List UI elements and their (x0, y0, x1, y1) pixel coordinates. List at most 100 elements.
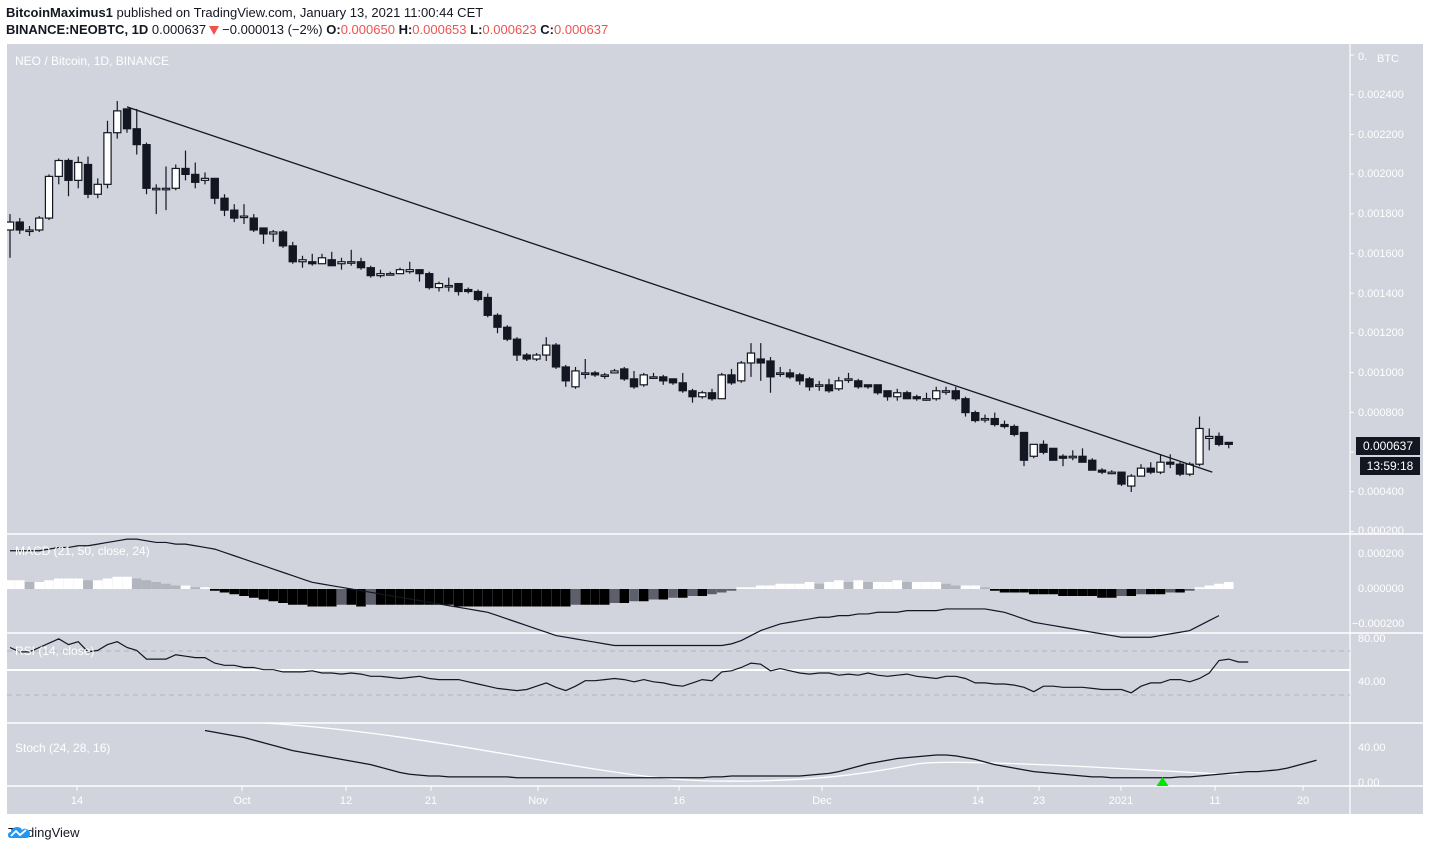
last-price-tag: 0.000637 (1356, 437, 1420, 455)
price-tick: 0.001200 (1358, 327, 1404, 339)
candle (122, 108, 132, 133)
price-tick: 0.002000 (1358, 168, 1404, 180)
macd-histogram-bar (83, 580, 93, 589)
descending-trendline[interactable] (126, 106, 1213, 473)
rsi-line (9, 638, 1249, 694)
macd-histogram-bar (590, 589, 600, 605)
price-tick: 0.001400 (1358, 288, 1404, 300)
candle (1049, 447, 1058, 461)
macd-histogram-bar (648, 589, 659, 600)
macd-histogram-bar (697, 589, 708, 596)
macd-histogram-bar (804, 582, 815, 589)
open-value: 0.000650 (340, 22, 395, 37)
macd-histogram-bar (268, 589, 279, 602)
candle (425, 271, 434, 290)
macd-histogram-bar (989, 589, 1000, 591)
macd-histogram-bar (112, 576, 123, 589)
candle (590, 370, 600, 377)
macd-histogram-bar (512, 589, 522, 607)
candle (551, 343, 561, 369)
candle (308, 253, 317, 266)
candle (220, 194, 229, 217)
macd-histogram-bar (736, 587, 747, 589)
time-label: 2021 (1108, 795, 1134, 807)
candle (93, 178, 102, 199)
stoch-signal-line (263, 722, 1239, 782)
candle (1224, 441, 1233, 449)
last-price: 0.000637 (151, 22, 207, 37)
macd-histogram-bar (131, 578, 142, 589)
macd-histogram-bar (151, 582, 162, 589)
candle (522, 353, 531, 361)
candle (132, 108, 141, 155)
candle (902, 390, 912, 400)
price-tick: 0.000800 (1358, 407, 1404, 419)
candle (7, 214, 15, 258)
chart-canvas[interactable] (7, 44, 1423, 814)
candle (1107, 470, 1116, 475)
macd-histogram-bar (765, 585, 776, 589)
candle (1029, 443, 1038, 459)
macd-histogram-bar (414, 589, 425, 605)
candle (473, 289, 483, 302)
candle (932, 386, 941, 401)
macd-histogram-bar (44, 580, 54, 589)
candle (776, 366, 785, 377)
macd-histogram-bar (902, 582, 912, 589)
macd-histogram-bar (980, 587, 990, 589)
candle (434, 281, 444, 292)
macd-histogram-bar (209, 589, 220, 591)
candle (200, 172, 210, 185)
macd-histogram-bar (102, 578, 113, 589)
candle (532, 353, 541, 361)
candle (581, 359, 590, 379)
macd-histogram-bar (960, 585, 971, 589)
candle (44, 174, 54, 221)
candle (239, 204, 249, 225)
macd-histogram-bar (1204, 585, 1215, 589)
macd-histogram-bar (941, 583, 951, 589)
time-label: 12 (339, 795, 353, 807)
macd-histogram-bar (317, 589, 327, 607)
macd-histogram-bar (1194, 587, 1205, 589)
macd-histogram-bar (53, 578, 64, 589)
macd-histogram-bar (385, 589, 396, 605)
candle (990, 412, 999, 427)
candle (35, 216, 44, 232)
macd-histogram-bar (326, 589, 337, 607)
macd-histogram-bar (1058, 589, 1068, 596)
price-tick: 0.001600 (1358, 248, 1404, 260)
candle (844, 372, 853, 383)
macd-histogram-bar (1067, 589, 1078, 596)
macd-histogram-bar (911, 582, 922, 589)
author-name: BitcoinMaximus1 (6, 5, 113, 20)
high-label: H: (398, 22, 413, 37)
macd-histogram-bar (833, 580, 844, 589)
macd-histogram-bar (785, 583, 795, 589)
tradingview-logo[interactable]: TradingView (8, 825, 80, 840)
time-label: 14 (971, 795, 985, 807)
chart-area[interactable]: NEO / Bitcoin, 1D, BINANCE MACD (21, 50,… (7, 44, 1423, 814)
macd-histogram-bar (1155, 589, 1166, 595)
rsi-tick: 40.00 (1358, 676, 1386, 688)
candle (698, 390, 707, 399)
macd-histogram-bar (482, 589, 493, 607)
macd-histogram-bar (824, 582, 834, 589)
candle (571, 366, 580, 389)
candle (415, 269, 424, 282)
candle (503, 325, 512, 342)
price-tick: 0.001000 (1358, 367, 1404, 379)
macd-histogram-bar (853, 580, 864, 589)
price-tick: 0.000200 (1358, 525, 1404, 537)
candle (785, 368, 795, 379)
macd-histogram-bar (434, 589, 444, 605)
macd-histogram-bar (872, 582, 883, 589)
candle (74, 156, 83, 189)
candle (824, 378, 834, 393)
candle (717, 372, 726, 400)
open-label: O: (326, 22, 341, 37)
macd-histogram-bar (726, 589, 737, 591)
stoch-tick: 0.00 (1358, 777, 1380, 789)
macd-histogram-bar (161, 583, 171, 589)
macd-histogram-bar (668, 589, 678, 598)
